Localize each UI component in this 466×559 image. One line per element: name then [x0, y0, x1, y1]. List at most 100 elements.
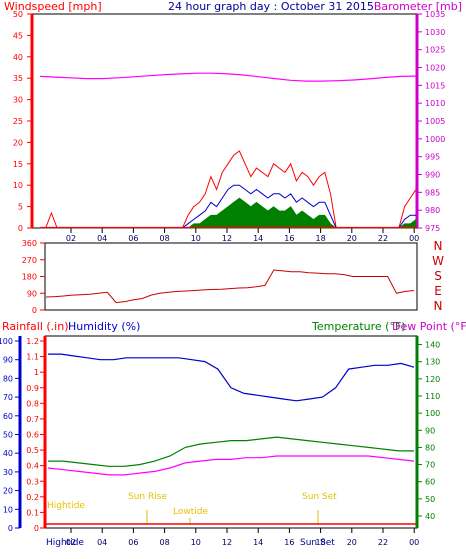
- lowtide-label: Lowtide: [173, 507, 208, 517]
- wind-tick-label: 45: [13, 31, 23, 40]
- graph-title: 24 hour graph day : October 31 2015: [168, 0, 374, 13]
- temperature-tick-label: 70: [425, 461, 435, 470]
- wind-tick-label: 50: [13, 10, 23, 19]
- dewpoint-axis-title: Dew Point (°F): [392, 320, 466, 333]
- bottom-x-tick-label: 16: [284, 538, 294, 547]
- rain-tick-label: 0.5: [26, 446, 39, 455]
- temperature-tick-label: 140: [425, 341, 440, 350]
- wind-x-tick-label: 08: [160, 234, 170, 243]
- barometer-tick-label: 1035: [425, 10, 445, 19]
- rain-tick-label: 0: [34, 524, 39, 533]
- bottom-x-tick-label: 02: [66, 538, 76, 547]
- temperature-tick-label: 50: [425, 495, 435, 504]
- wind-x-tick-label: 22: [378, 234, 388, 243]
- wind-x-tick-label: 04: [97, 234, 107, 243]
- barometer-tick-label: 1015: [425, 81, 445, 90]
- wind-x-ticks: 02 04 06 08 10 12 14 16 18 20 22 00: [66, 228, 419, 243]
- wind-tick-label: 20: [13, 138, 23, 147]
- wind-tick-label: 35: [13, 74, 23, 83]
- bottom-x-tick-label: 04: [97, 538, 107, 547]
- bottom-x-tick-label: 08: [160, 538, 170, 547]
- barometer-tick-label: 1005: [425, 117, 445, 126]
- humidity-tick-label: 40: [3, 449, 13, 458]
- barometer-tick-label: 1020: [425, 64, 445, 73]
- temperature-tick-label: 40: [425, 512, 435, 521]
- bottom-x-ticks: 02 04 06 08 10 12 14 16 18 20 22 00: [66, 528, 419, 547]
- barometer-tick-label: 1010: [425, 99, 445, 108]
- rain-tick-label: 0.7: [26, 415, 39, 424]
- barometer-tick-label: 995: [425, 153, 440, 162]
- temperature-tick-label: 130: [425, 358, 440, 367]
- barometer-tick-label: 975: [425, 224, 440, 233]
- wind-direction-line: [45, 269, 415, 304]
- direction-series: [45, 269, 415, 304]
- rainfall-axis-title: Rainfall (.in): [2, 320, 69, 333]
- compass-e: E: [434, 284, 442, 298]
- wind-panel-frame: [31, 13, 418, 229]
- humidity-tick-label: 30: [3, 468, 13, 477]
- humidity-axis-title: Humidity (%): [68, 320, 140, 333]
- humidity-tick-label: 70: [3, 393, 13, 402]
- barometer-tick-label: 980: [425, 206, 440, 215]
- bottom-x-tick-label: 18: [316, 538, 326, 547]
- bottom-x-tick-label: 22: [378, 538, 388, 547]
- rain-tick-label: 1.1: [26, 353, 39, 362]
- barometer-ticks: 975 980 985 990 995 1000 1005 1010 1015 1020 1025 1…: [417, 10, 445, 233]
- wind-tick-label: 30: [13, 96, 23, 105]
- direction-tick-label: 90: [27, 289, 37, 298]
- wind-series: [39, 72, 417, 229]
- direction-tick-label: 0: [32, 306, 37, 315]
- wind-ticks: 0 5 10 15 20 25 30 35 40 45 50: [13, 10, 32, 233]
- windspeed-axis-title: Windspeed [mph]: [4, 0, 102, 13]
- temperature-tick-label: 120: [425, 375, 440, 384]
- temperature-axis-title: Temperature (°F): [311, 320, 406, 333]
- direction-tick-label: 270: [22, 256, 37, 265]
- footer-sunset: Sun Set: [300, 538, 335, 548]
- humidity-tick-label: 100: [0, 337, 13, 346]
- rain-tick-label: 0.2: [26, 493, 39, 502]
- wind-tick-label: 5: [18, 203, 23, 212]
- rain-ticks: 0 0.1 0.2 0.3 0.4 0.5 0.6 0.7 0.8 0.9 1 1.1 1.2: [26, 337, 45, 533]
- wind-x-tick-label: 20: [347, 234, 357, 243]
- barometer-axis-title: Barometer [mb]: [374, 0, 462, 13]
- bottom-x-tick-label: 10: [191, 538, 201, 547]
- wind-x-tick-label: 12: [222, 234, 232, 243]
- barometer-tick-label: 1000: [425, 135, 445, 144]
- rain-tick-label: 0.3: [26, 477, 39, 486]
- barometer-tick-label: 1030: [425, 28, 445, 37]
- sunset-label: Sun Set: [302, 492, 337, 502]
- wind-x-tick-label: 02: [66, 234, 76, 243]
- temperature-tick-label: 60: [425, 478, 435, 487]
- wind-x-tick-label: 06: [128, 234, 138, 243]
- rain-tick-label: 0.8: [26, 399, 39, 408]
- humidity-tick-label: 10: [3, 505, 13, 514]
- bottom-x-tick-label: 06: [128, 538, 138, 547]
- barometer-tick-label: 985: [425, 188, 440, 197]
- wind-tick-label: 10: [13, 181, 23, 190]
- direction-tick-label: 180: [22, 273, 37, 282]
- bottom-panel-frame: [44, 335, 418, 529]
- temperature-line: [48, 436, 414, 467]
- hightide-label: Hightide: [47, 501, 85, 511]
- compass-s: S: [434, 269, 442, 283]
- direction-ticks: 0 90 180 270 360: [22, 239, 45, 315]
- dewpoint-line: [47, 455, 415, 476]
- humidity-tick-label: 90: [3, 356, 13, 365]
- rain-tick-label: 0.9: [26, 384, 39, 393]
- compass-w: W: [432, 254, 444, 268]
- bottom-x-tick-label: 14: [253, 538, 263, 547]
- barometer-line: [39, 72, 417, 82]
- humidity-line: [48, 353, 415, 402]
- footer-hightide: Hightide: [46, 538, 84, 548]
- wind-x-tick-label: 16: [284, 234, 294, 243]
- wind-x-tick-label: 18: [316, 234, 326, 243]
- rain-tick-label: 1.2: [26, 337, 39, 346]
- humidity-tick-label: 60: [3, 412, 13, 421]
- wind-tick-label: 0: [18, 224, 23, 233]
- rain-tick-label: 0.6: [26, 431, 39, 440]
- humidity-tick-label: 20: [3, 487, 13, 496]
- bottom-x-tick-label: 20: [347, 538, 357, 547]
- wind-tick-label: 25: [13, 117, 23, 126]
